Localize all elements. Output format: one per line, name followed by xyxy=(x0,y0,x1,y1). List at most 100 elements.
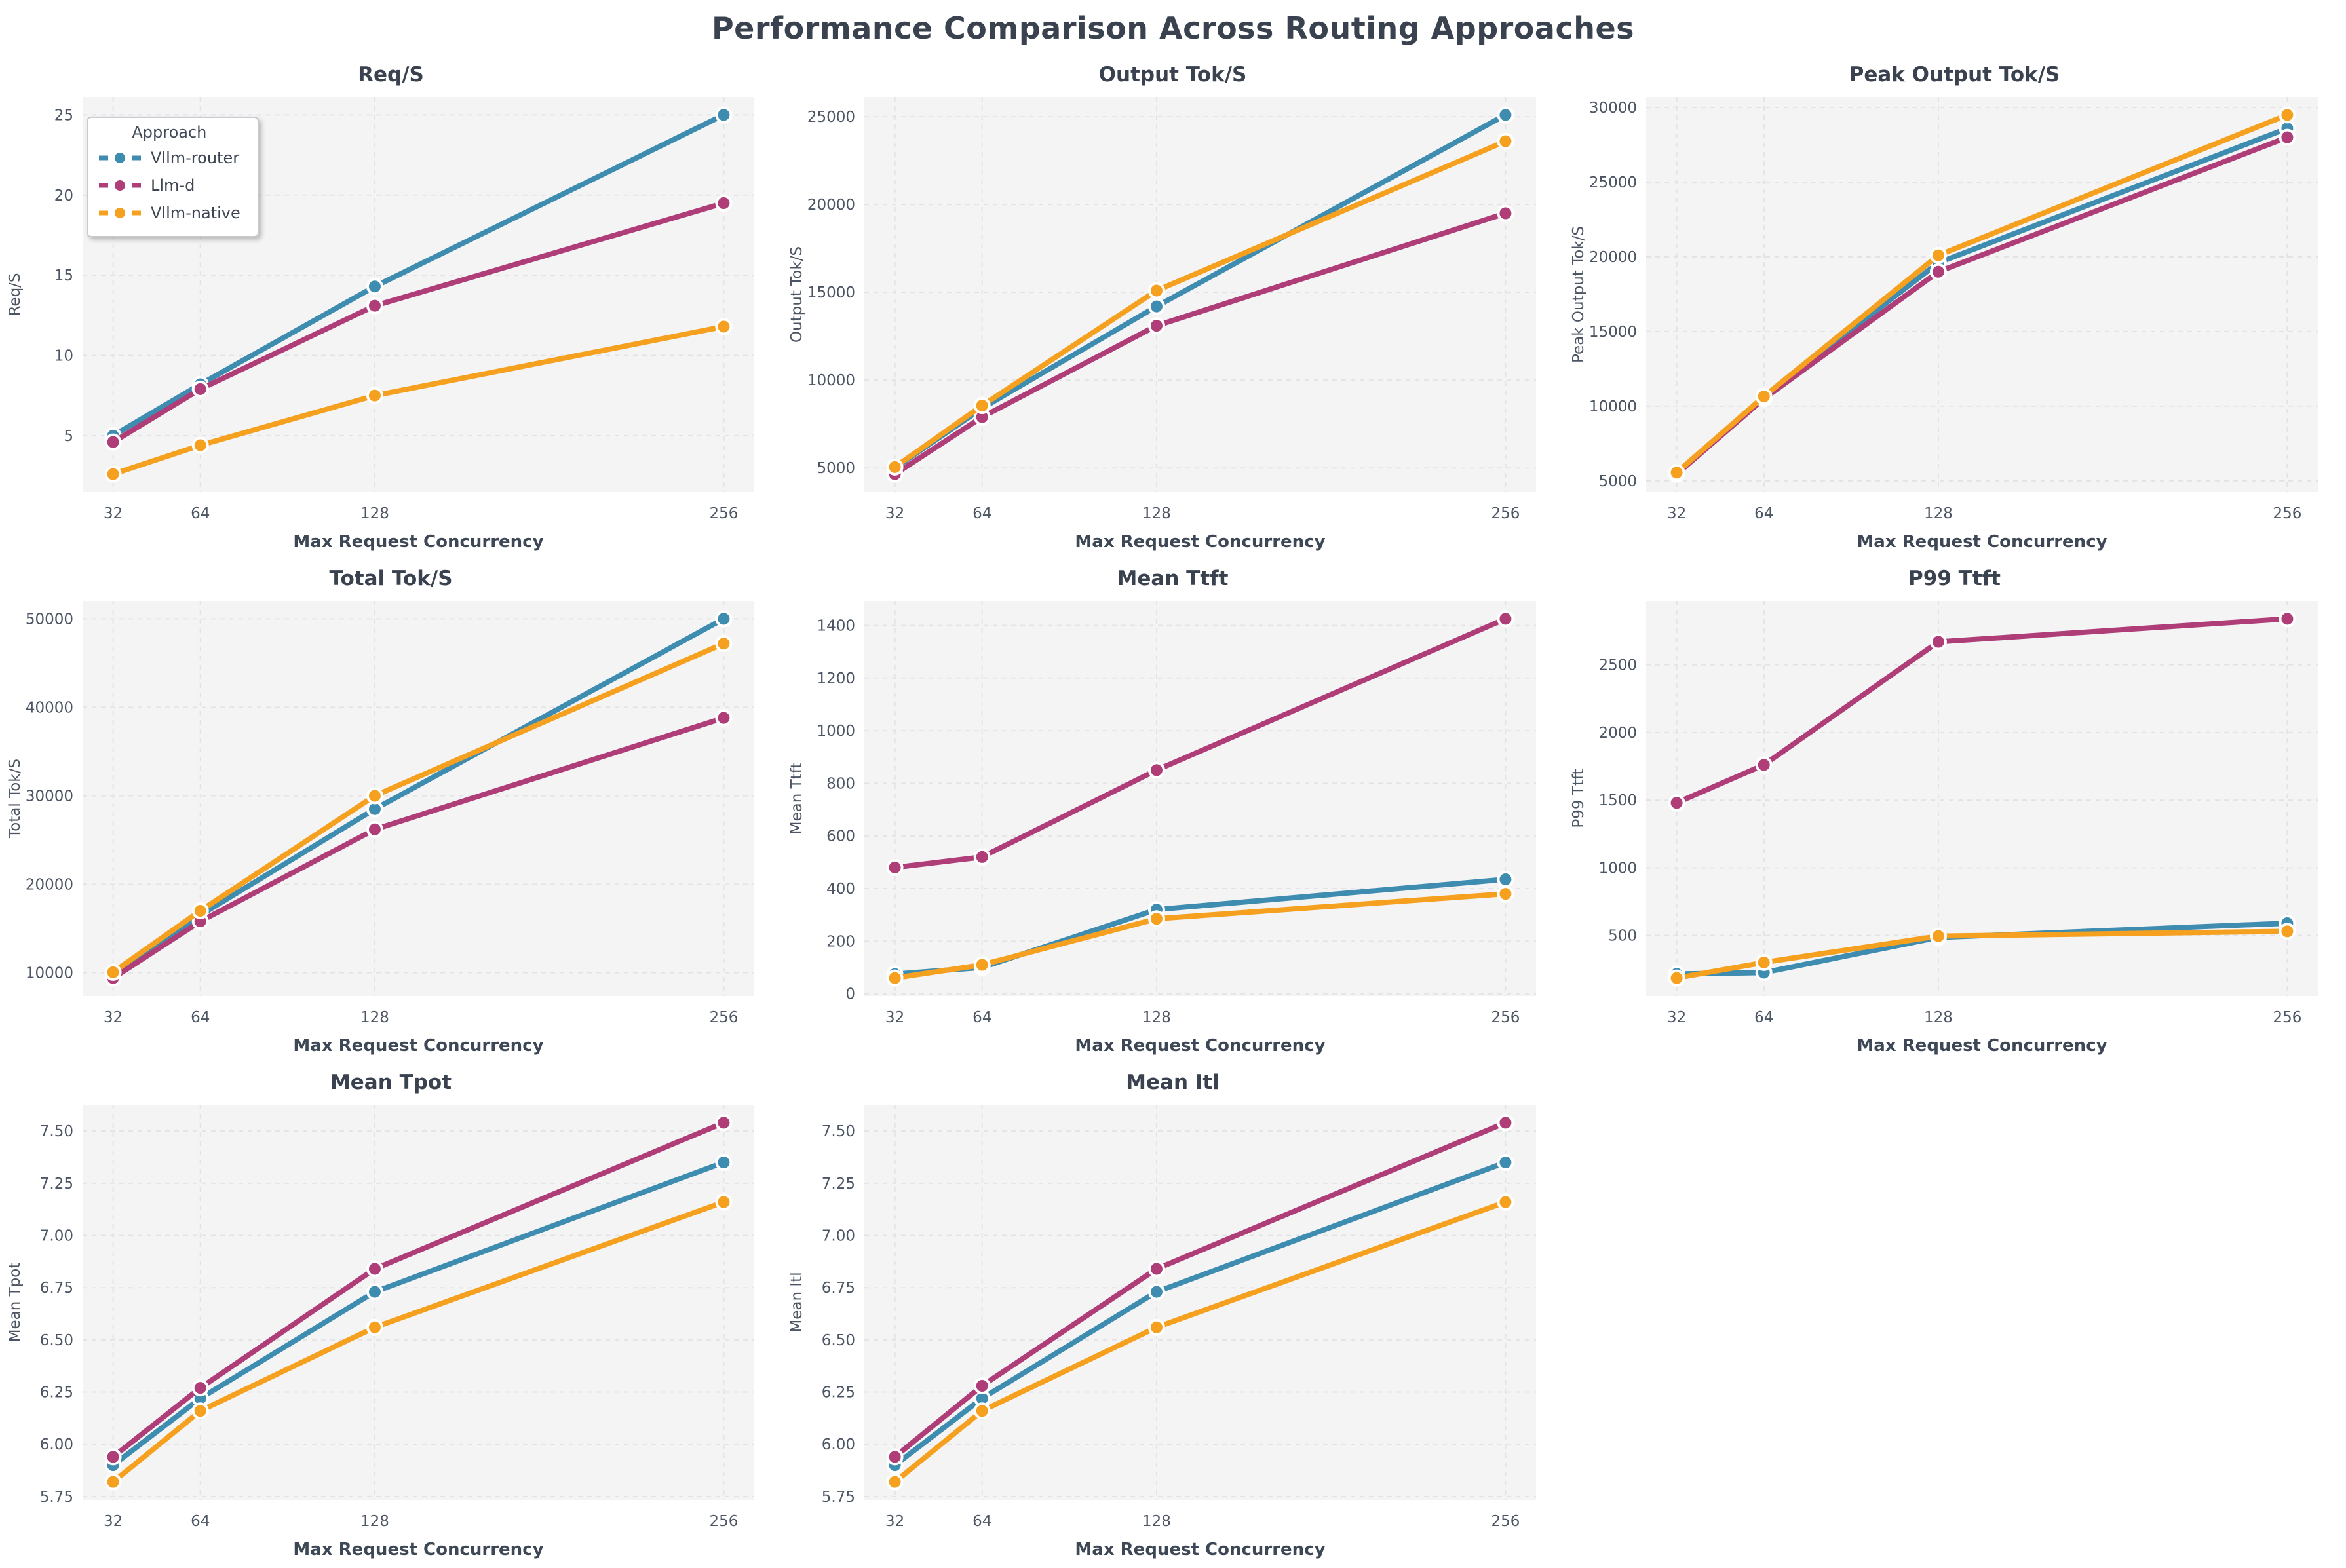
data-point-marker xyxy=(1497,610,1514,628)
data-point-marker xyxy=(715,635,733,653)
data-point-marker xyxy=(1147,317,1165,335)
data-point-marker xyxy=(886,858,904,876)
svg-text:7.25: 7.25 xyxy=(40,1176,73,1193)
legend-title: Approach xyxy=(132,123,207,142)
svg-text:256: 256 xyxy=(2273,1009,2301,1026)
data-point-marker xyxy=(1497,1193,1514,1211)
svg-text:2500: 2500 xyxy=(1598,657,1637,674)
series-line xyxy=(892,616,1509,870)
y-axis-label: P99 Ttft xyxy=(1570,769,1587,828)
chart-title: Total Tok/S xyxy=(329,567,453,590)
x-axis-label: Max Request Concurrency xyxy=(1075,532,1325,552)
svg-text:10: 10 xyxy=(54,347,73,364)
svg-text:10000: 10000 xyxy=(26,965,73,982)
series-line xyxy=(1674,920,2290,977)
series-llm-d xyxy=(104,1114,733,1466)
svg-text:800: 800 xyxy=(826,775,855,792)
chart-cell-mean-itl: Mean Itl 5.75 6.00 6.25 6.50 6.75 7.00 7.25 7.5… xyxy=(782,1064,1564,1568)
svg-text:5.75: 5.75 xyxy=(40,1489,73,1506)
data-point-marker xyxy=(104,963,122,981)
svg-text:32: 32 xyxy=(885,505,904,522)
x-tick-labels: 32 64 128 256 xyxy=(885,1513,1520,1530)
svg-text:256: 256 xyxy=(1491,1009,1520,1026)
svg-text:25: 25 xyxy=(54,107,73,124)
x-tick-labels: 32 64 128 256 xyxy=(885,1009,1520,1026)
data-point-marker xyxy=(1147,297,1165,315)
svg-text:256: 256 xyxy=(1491,1513,1520,1530)
data-point-marker xyxy=(1147,761,1165,779)
svg-text:6.25: 6.25 xyxy=(40,1385,73,1402)
data-point-marker xyxy=(104,465,122,483)
series-line xyxy=(892,891,1509,981)
plot-area xyxy=(83,601,754,996)
data-point-marker xyxy=(1497,1114,1514,1132)
svg-text:50000: 50000 xyxy=(26,611,73,628)
data-point-marker xyxy=(715,318,733,335)
svg-text:600: 600 xyxy=(826,828,855,845)
data-point-marker xyxy=(191,436,209,454)
gridlines xyxy=(1646,601,2318,996)
svg-text:7.50: 7.50 xyxy=(40,1123,73,1140)
data-point-marker xyxy=(1929,927,1947,945)
series-llm-d xyxy=(886,1114,1514,1466)
legend-item: Vllm-native xyxy=(98,199,240,227)
data-point-marker xyxy=(366,1283,383,1301)
svg-text:6.50: 6.50 xyxy=(822,1332,855,1349)
data-point-marker xyxy=(1497,885,1514,903)
x-tick-labels: 32 64 128 256 xyxy=(104,1513,738,1530)
svg-text:1200: 1200 xyxy=(817,670,855,687)
y-axis-label: Mean Ttft xyxy=(788,763,805,835)
data-point-marker xyxy=(973,956,991,974)
series-line xyxy=(110,1199,727,1485)
y-tick-labels: 5000 10000 15000 20000 25000 30000 xyxy=(1589,100,1637,490)
data-point-marker xyxy=(1497,870,1514,888)
svg-text:32: 32 xyxy=(1667,505,1686,522)
data-point-marker xyxy=(1755,756,1773,774)
data-point-marker xyxy=(1147,910,1165,928)
data-point-marker xyxy=(715,1193,733,1211)
chart-cell-p99-ttft: P99 Ttft 500 1000 1500 2000 2500 32 64 128 256 Ma… xyxy=(1564,560,2345,1064)
data-point-marker xyxy=(715,1153,733,1171)
svg-text:128: 128 xyxy=(1142,505,1171,522)
y-tick-labels: 0 200 400 600 800 1000 1200 1400 xyxy=(817,617,855,1003)
data-point-marker xyxy=(973,1377,991,1394)
series-line xyxy=(892,1199,1509,1485)
gridlines xyxy=(1646,97,2318,492)
svg-text:6.75: 6.75 xyxy=(822,1280,855,1297)
data-point-marker xyxy=(366,1318,383,1336)
chart-canvas-peak-output-tok-s: 5000 10000 15000 20000 25000 30000 32 64 128 256 M… xyxy=(1570,97,2318,552)
data-point-marker xyxy=(366,387,383,404)
data-point-marker xyxy=(715,195,733,212)
series-line xyxy=(892,210,1509,477)
series-line xyxy=(110,112,727,438)
series-line xyxy=(1674,928,2290,981)
svg-text:64: 64 xyxy=(191,505,210,522)
gridlines xyxy=(83,601,754,996)
data-point-marker xyxy=(886,1473,904,1491)
data-point-marker xyxy=(973,1402,991,1420)
data-point-marker xyxy=(1497,204,1514,222)
svg-text:64: 64 xyxy=(1754,1009,1773,1026)
legend-dot xyxy=(113,178,127,193)
svg-text:200: 200 xyxy=(826,933,855,950)
svg-text:128: 128 xyxy=(1142,1009,1171,1026)
series-vllm-native xyxy=(886,1193,1514,1491)
svg-text:10000: 10000 xyxy=(1589,398,1637,415)
x-axis-label: Max Request Concurrency xyxy=(1856,532,2107,552)
data-point-marker xyxy=(366,787,383,805)
svg-text:30000: 30000 xyxy=(1589,100,1637,117)
figure-header: Performance Comparison Across Routing Ap… xyxy=(0,0,2346,56)
y-axis-label: Output Tok/S xyxy=(788,246,805,343)
series-vllm-native xyxy=(1668,106,2296,482)
svg-text:32: 32 xyxy=(885,1513,904,1530)
empty-cell xyxy=(1564,1064,2345,1568)
svg-text:7.50: 7.50 xyxy=(822,1123,855,1140)
data-point-marker xyxy=(1668,969,1685,987)
svg-text:7.00: 7.00 xyxy=(822,1228,855,1245)
series-line xyxy=(1674,112,2290,476)
data-point-marker xyxy=(715,709,733,727)
svg-text:6.25: 6.25 xyxy=(822,1385,855,1402)
chart-cell-peak-output-tok-s: Peak Output Tok/S 5000 10000 15000 20000 250… xyxy=(1564,56,2345,560)
y-axis-label: Mean Itl xyxy=(788,1272,805,1332)
chart-cell-mean-ttft: Mean Ttft 0 200 400 600 800 1000 1200 1400 32 64 1… xyxy=(782,560,1564,1064)
